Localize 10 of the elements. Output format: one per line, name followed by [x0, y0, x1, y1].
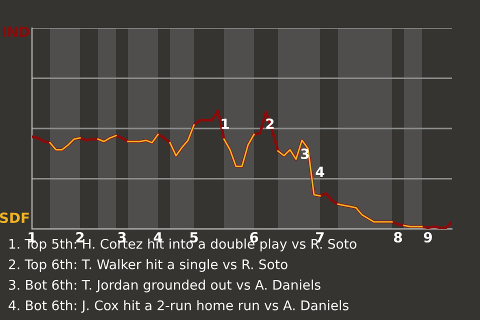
text: IND	[2, 26, 30, 37]
x-tick-label: 9	[424, 232, 432, 243]
annotation: 2	[266, 118, 274, 129]
text: 3. Bot 6th: T. Jordan grounded out vs A. Daniels	[9, 280, 320, 292]
annotation: 1	[222, 118, 229, 129]
annotation: 4	[316, 166, 324, 177]
text: 2. Top 6th: T. Walker hit a single vs R. Soto	[8, 259, 288, 272]
x-tick-label: 8	[394, 232, 402, 243]
text: 4. Bot 6th: J. Cox hit a 2-run home run vs A. Daniels	[8, 300, 348, 313]
text: SDF	[0, 212, 29, 224]
